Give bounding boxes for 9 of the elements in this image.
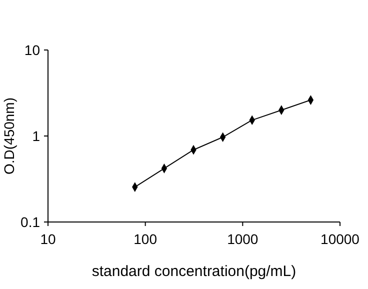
y-tick-label: 10 [24,42,40,58]
x-tick-label: 10 [40,231,56,247]
y-tick-label: 1 [32,128,40,144]
x-tick-label: 100 [134,231,158,247]
x-axis-title: standard concentration(pg/mL) [92,263,296,280]
x-tick-label: 1000 [227,231,258,247]
y-tick-label: 0.1 [20,214,40,230]
x-tick-label: 10000 [320,231,360,247]
y-axis-title: O.D(450nm) [1,97,17,175]
